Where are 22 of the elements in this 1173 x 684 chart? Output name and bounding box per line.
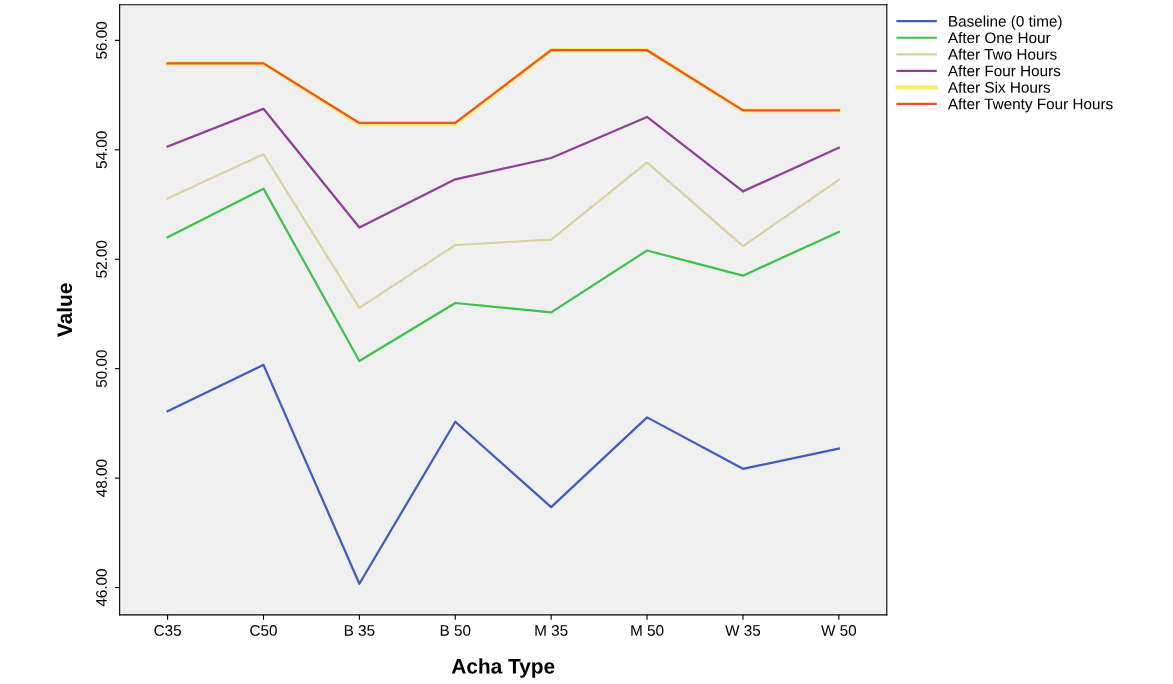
legend-label: After Six Hours <box>947 81 1051 93</box>
legend-label: After One Hour <box>947 32 1051 44</box>
y-tick-label: 56.00 <box>96 21 107 59</box>
y-tick-label: 48.00 <box>96 459 107 497</box>
x-tick-label: C35 <box>154 625 181 636</box>
legend-label: Baseline (0 time) <box>949 15 1062 30</box>
x-tick-label: C50 <box>250 625 277 636</box>
y-tick-label: 46.00 <box>96 569 107 607</box>
x-tick-label: M 35 <box>535 625 568 636</box>
x-axis-title: Acha Type <box>451 658 555 678</box>
y-tick-label: 52.00 <box>96 240 107 278</box>
y-tick-label: 54.00 <box>96 131 107 169</box>
legend-label: After Four Hours <box>947 65 1061 77</box>
legend-label: After Twenty Four Hours <box>947 98 1113 113</box>
x-tick-label: W 35 <box>725 625 761 636</box>
x-tick-label: W 50 <box>821 625 857 636</box>
x-tick-label: M 50 <box>631 625 664 636</box>
y-tick-label: 50.00 <box>96 350 107 388</box>
x-tick-label: B 35 <box>344 625 375 636</box>
y-axis-title: Value <box>56 283 73 337</box>
x-tick-label: B 50 <box>440 625 471 636</box>
legend-label: After Two Hours <box>947 48 1057 60</box>
